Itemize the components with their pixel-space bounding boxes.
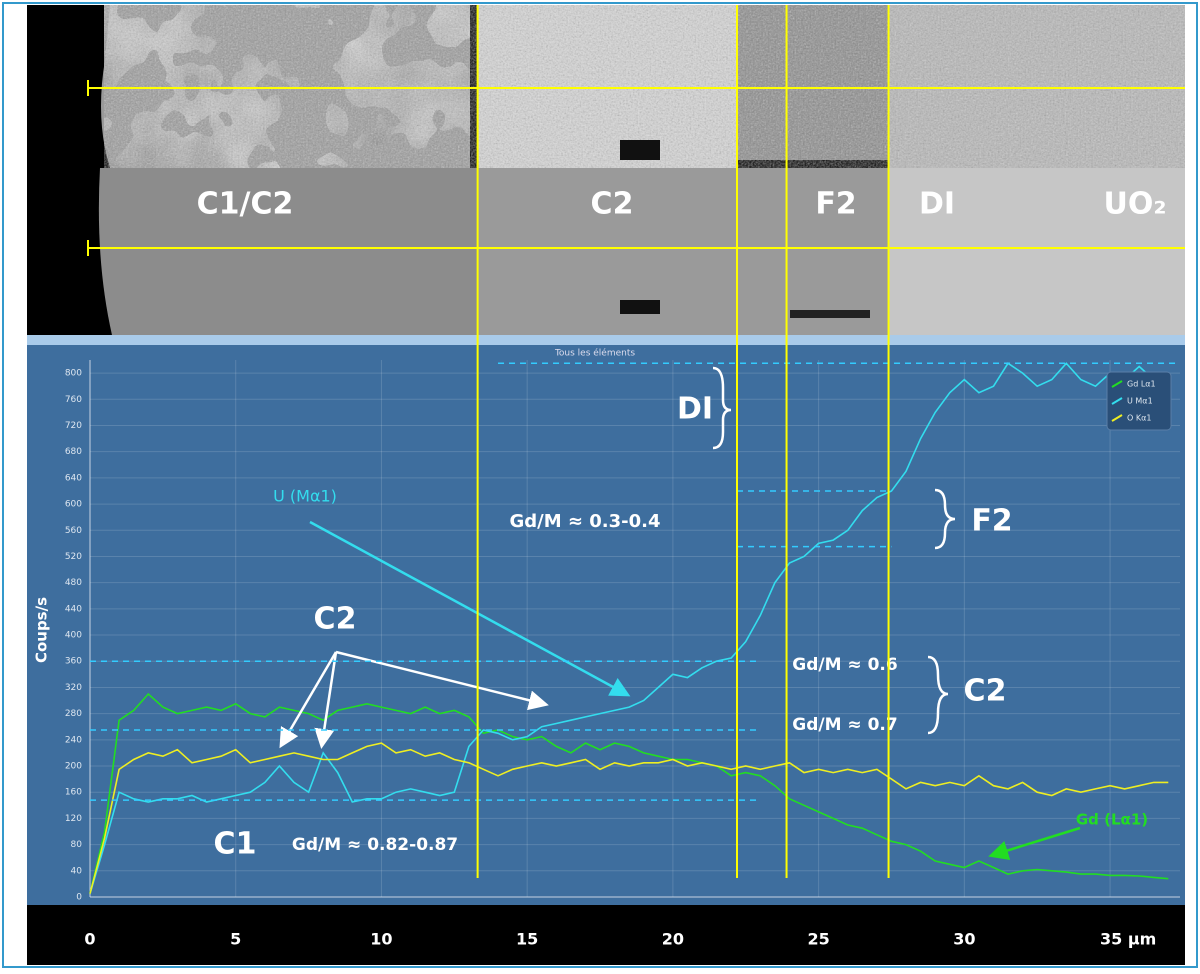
legend-swatch — [1111, 397, 1123, 405]
annotation: Gd/M ≈ 0.6 — [792, 655, 897, 675]
annotation: F2 — [971, 504, 1012, 539]
series-line — [89, 692, 1169, 894]
y-tick-label: 520 — [65, 552, 82, 562]
y-tick-label: 440 — [65, 604, 82, 614]
annotation: Gd/M ≈ 0.7 — [792, 715, 897, 735]
series-line — [89, 742, 1169, 894]
x-tick-label: 25 — [807, 930, 829, 949]
x-tick-label: 0 — [84, 930, 95, 949]
series-line — [89, 362, 1169, 894]
x-tick-label: 5 — [230, 930, 241, 949]
y-tick-label: 240 — [65, 735, 82, 745]
legend-swatch — [1111, 380, 1123, 388]
y-axis-label: Coups/s — [33, 597, 51, 663]
annotation: C2 — [964, 674, 1007, 709]
annotation: U (Mα1) — [273, 487, 337, 506]
x-tick-label: 15 — [516, 930, 538, 949]
annotation: C2 — [314, 602, 357, 637]
x-tick-label: 35 µm — [1100, 930, 1156, 949]
plot-panel — [27, 345, 1185, 905]
y-tick-label: 80 — [71, 840, 83, 850]
y-tick-label: 280 — [65, 709, 82, 719]
legend-label: O Kα1 — [1127, 414, 1151, 423]
y-tick-label: 600 — [65, 500, 82, 510]
legend-label: U Mα1 — [1127, 397, 1153, 406]
x-tick-label: 10 — [370, 930, 392, 949]
y-tick-label: 720 — [65, 421, 82, 431]
annotation: Gd/M ≈ 0.3-0.4 — [509, 511, 660, 532]
legend-label: Gd Lα1 — [1127, 380, 1156, 389]
y-tick-label: 480 — [65, 578, 82, 588]
y-tick-label: 680 — [65, 447, 82, 457]
y-tick-label: 360 — [65, 657, 82, 667]
chart-title: Tous les éléments — [554, 348, 635, 359]
y-tick-label: 200 — [65, 762, 82, 772]
image-label: DI — [919, 187, 955, 222]
image-label: UO₂ — [1103, 187, 1166, 222]
y-tick-label: 160 — [65, 788, 82, 798]
y-tick-label: 560 — [65, 526, 82, 536]
y-tick-label: 40 — [71, 866, 83, 876]
legend-box — [1106, 371, 1172, 431]
y-tick-label: 0 — [76, 893, 82, 903]
legend-swatch — [1111, 414, 1123, 422]
image-label: F2 — [815, 187, 856, 222]
x-tick-label: 20 — [662, 930, 684, 949]
y-tick-label: 760 — [65, 395, 82, 405]
image-label: C1/C2 — [197, 187, 294, 222]
y-tick-label: 800 — [65, 369, 82, 379]
annotation: Gd (Lα1) — [1076, 811, 1148, 829]
y-tick-label: 640 — [65, 473, 82, 483]
x-tick-label: 30 — [953, 930, 975, 949]
annotation: DI — [677, 392, 713, 427]
annotation: C1 — [214, 827, 257, 862]
y-tick-label: 320 — [65, 683, 82, 693]
y-tick-label: 120 — [65, 814, 82, 824]
micrograph — [27, 5, 1185, 335]
annotation: Gd/M ≈ 0.82-0.87 — [292, 835, 458, 855]
panel-band — [27, 335, 1185, 345]
y-tick-label: 400 — [65, 631, 82, 641]
x-axis-band — [27, 905, 1185, 965]
image-label: C2 — [591, 187, 634, 222]
